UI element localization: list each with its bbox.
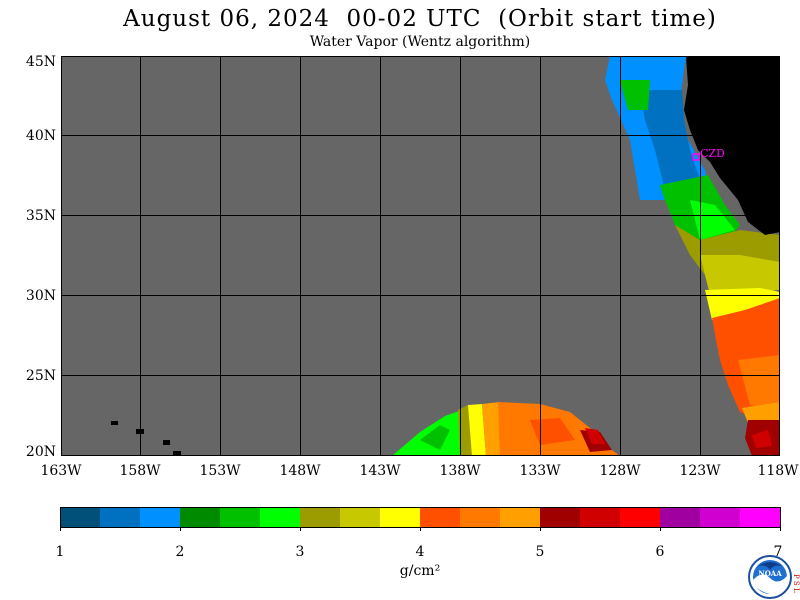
lon-label: 148W xyxy=(279,463,321,479)
colorbar-tick-label: 7 xyxy=(774,544,783,560)
station-marker: CZD xyxy=(692,147,725,161)
lat-label: 45N xyxy=(26,54,56,70)
colorbar-cell xyxy=(420,507,461,528)
lon-label: 123W xyxy=(679,463,721,479)
lon-labels: 163W 158W 153W 148W 143W 138W 133W 128W … xyxy=(40,463,799,479)
swath-east xyxy=(605,56,780,456)
colorbar-cell xyxy=(740,507,781,528)
lon-label: 143W xyxy=(359,463,401,479)
lat-label: 30N xyxy=(26,288,56,304)
noaa-logo: NOAA P S L xyxy=(748,555,800,599)
lon-label: 118W xyxy=(757,463,799,479)
colorbar-unit-label: g/cm² xyxy=(400,563,440,579)
colorbar-cell xyxy=(580,507,621,528)
colorbar-cell xyxy=(180,507,221,528)
colorbar-tick-label: 2 xyxy=(176,544,185,560)
psl-letters: P S L xyxy=(792,574,800,593)
colorbar-cell xyxy=(700,507,741,528)
colorbar-cell xyxy=(220,507,261,528)
colorbar-cell xyxy=(340,507,381,528)
colorbar-cell xyxy=(100,507,141,528)
lon-label: 163W xyxy=(40,463,82,479)
swath-south xyxy=(392,402,620,456)
lat-label: 35N xyxy=(26,208,56,224)
colorbar-tick-label: 3 xyxy=(296,544,305,560)
colorbar-ticks xyxy=(60,527,781,531)
land-mass xyxy=(684,56,780,235)
lat-label: 25N xyxy=(26,368,56,384)
colorbar-cell xyxy=(60,507,101,528)
colorbar-tick-label: 5 xyxy=(536,544,545,560)
colorbar-tick-labels: 1 2 3 4 5 6 7 xyxy=(56,544,783,560)
colorbar-cell xyxy=(380,507,421,528)
station-label: CZD xyxy=(700,147,725,160)
colorbar-cell xyxy=(460,507,501,528)
lat-label: 20N xyxy=(26,444,56,460)
colorbar: 1 2 3 4 5 6 7 g/cm² xyxy=(56,507,783,579)
colorbar-cell xyxy=(660,507,701,528)
graticule xyxy=(61,56,780,456)
colorbar-tick-label: 1 xyxy=(56,544,65,560)
lat-labels: 45N 40N 35N 30N 25N 20N xyxy=(26,54,56,460)
map-subtitle: Water Vapor (Wentz algorithm) xyxy=(309,34,531,50)
map-title: August 06, 2024 00-02 UTC (Orbit start t… xyxy=(123,6,717,32)
noaa-logo-text: NOAA xyxy=(758,569,782,578)
lat-label: 40N xyxy=(26,128,56,144)
lon-label: 158W xyxy=(119,463,161,479)
colorbar-cell xyxy=(500,507,541,528)
colorbar-cell xyxy=(540,507,581,528)
lon-label: 138W xyxy=(439,463,481,479)
colorbar-cell xyxy=(260,507,301,528)
lon-label: 128W xyxy=(599,463,641,479)
colorbar-tick-label: 6 xyxy=(656,544,665,560)
lon-label: 133W xyxy=(519,463,561,479)
colorbar-tick-label: 4 xyxy=(416,544,425,560)
colorbar-cell xyxy=(620,507,661,528)
colorbar-cell xyxy=(140,507,181,528)
colorbar-cell xyxy=(300,507,341,528)
lon-label: 153W xyxy=(199,463,241,479)
